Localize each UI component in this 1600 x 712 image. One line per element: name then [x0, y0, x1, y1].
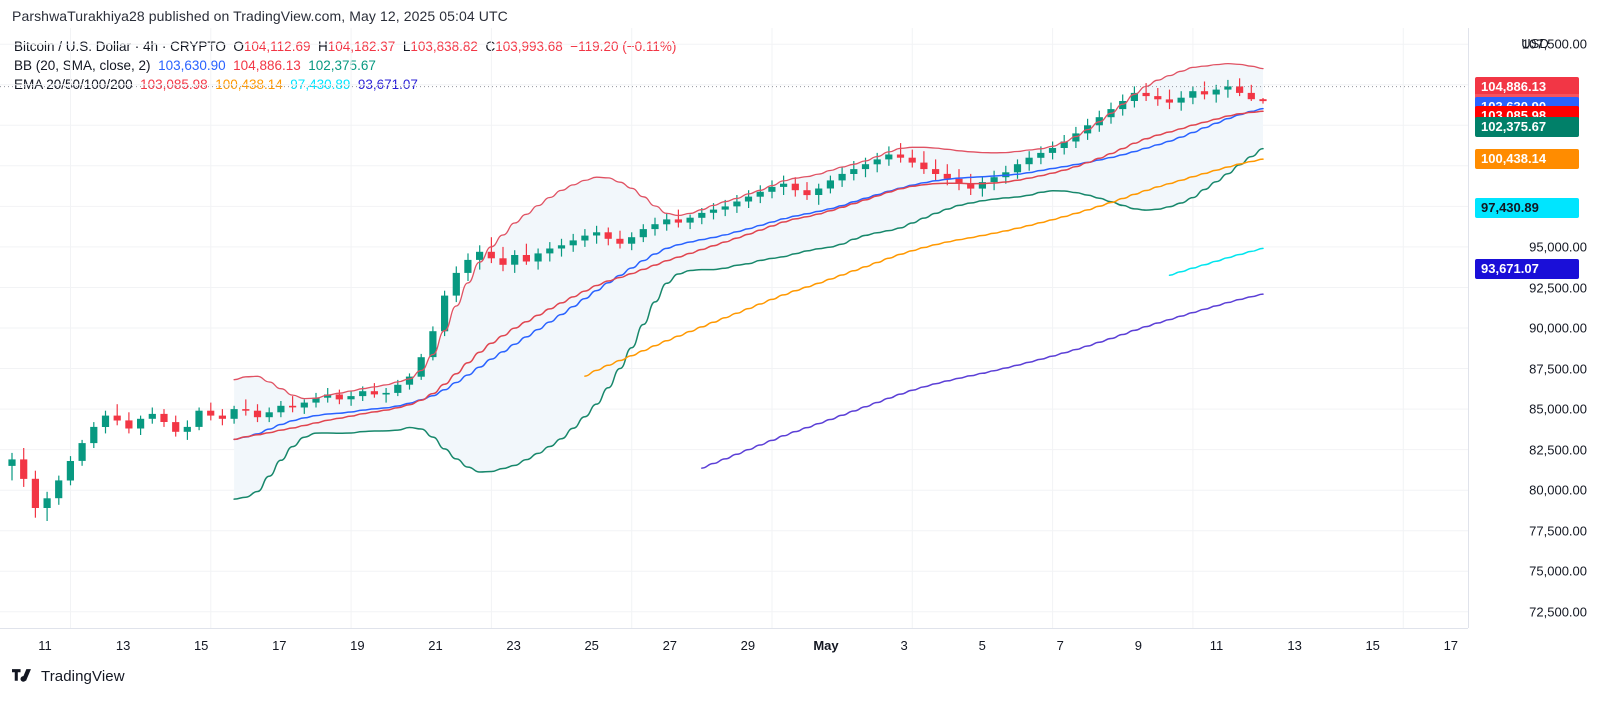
- bollinger-lower-line: [233, 147, 1264, 500]
- ema200-line: [701, 293, 1264, 469]
- time-tick: 19: [350, 638, 365, 653]
- price-tick: 87,500.00: [1529, 361, 1587, 376]
- time-tick: 15: [193, 638, 209, 653]
- ema50-badge[interactable]: 100,438.14: [1475, 148, 1579, 169]
- time-tick: 23: [506, 638, 521, 653]
- legend-close-label: C: [485, 39, 496, 54]
- tradingview-wordmark: TradingView: [41, 668, 125, 685]
- bollinger-band-fill: [234, 63, 1264, 500]
- ema200-badge[interactable]: 93,671.07: [1475, 258, 1579, 279]
- time-tick: 11: [1209, 638, 1224, 653]
- time-tick: May: [813, 638, 839, 653]
- price-tick: 92,500.00: [1529, 280, 1587, 295]
- time-tick: 17: [272, 638, 287, 653]
- bollinger-upper-line: [233, 62, 1264, 400]
- legend-close-value: 103,993.68: [495, 39, 563, 54]
- time-tick: 27: [662, 638, 678, 653]
- price-tick: 75,000.00: [1529, 563, 1587, 579]
- legend-bb-basis: 103,630.90: [158, 58, 226, 73]
- time-tick: 13: [1287, 638, 1302, 653]
- price-tick: 85,000.00: [1529, 401, 1587, 417]
- price-tick: 82,500.00: [1529, 442, 1587, 458]
- chart-gridlines: [0, 28, 1468, 628]
- price-scale[interactable]: USD 107,500.00 95,000.00 92,500.00 90,000.0…: [1468, 28, 1600, 628]
- ema50-line: [584, 158, 1264, 377]
- legend-exchange: CRYPTO: [170, 39, 226, 54]
- time-tick: 3: [900, 638, 908, 653]
- time-tick: 13: [115, 638, 131, 653]
- bb-lower-badge[interactable]: 102,375.67: [1475, 117, 1579, 138]
- legend-open-label: O: [233, 39, 244, 54]
- time-tick: 7: [1056, 638, 1064, 653]
- time-tick: 25: [584, 638, 599, 653]
- legend-sep-2: ·: [158, 39, 171, 54]
- legend-bb-upper: 104,886.13: [233, 58, 301, 73]
- time-tick: 11: [38, 638, 52, 653]
- legend-bb-title: BB (20, SMA, close, 2): [14, 58, 151, 73]
- legend-high-label: H: [317, 39, 328, 54]
- legend-low-label: L: [402, 39, 411, 54]
- price-scale-currency: USD: [1521, 36, 1549, 51]
- publisher-header: ParshwaTurakhiya28 published on TradingV…: [12, 8, 508, 24]
- legend-bb-lower: 102,375.67: [308, 58, 376, 73]
- price-tick: 80,000.00: [1529, 482, 1587, 498]
- legend-sep-1: ·: [131, 39, 144, 54]
- legend-low-value: 103,838.82: [410, 39, 478, 54]
- legend-open-value: 104,112.69: [243, 39, 311, 54]
- tradingview-mark-icon: [12, 669, 31, 682]
- legend-interval: 4h: [143, 39, 159, 54]
- tradingview-logo: TradingView: [12, 668, 125, 685]
- time-tick: 29: [740, 638, 756, 653]
- time-tick: 21: [428, 638, 443, 653]
- legend-row-symbol: Bitcoin / U.S. Dollar · 4h · CRYPTO O104…: [14, 37, 676, 56]
- ema20-line: [233, 110, 1264, 441]
- bb-upper-badge[interactable]: 104,886.13: [1475, 76, 1579, 97]
- price-tick: 72,500.00: [1529, 604, 1587, 620]
- ema100-line: [1168, 247, 1264, 276]
- time-tick: 5: [978, 638, 986, 653]
- candlestick-chart[interactable]: [0, 28, 1468, 628]
- legend-row-bb: BB (20, SMA, close, 2) 103,630.90 104,88…: [14, 56, 676, 75]
- time-scale[interactable]: 11 13 15 17 19 21 23 25 27 29 May 3 5 7 9 11 13 15 17: [0, 628, 1468, 662]
- price-tick: 95,000.00: [1529, 239, 1587, 255]
- legend-high-value: 104,182.37: [327, 39, 396, 54]
- chart-legend: Bitcoin / U.S. Dollar · 4h · CRYPTO O104…: [14, 37, 676, 94]
- time-tick: 17: [1443, 638, 1459, 653]
- time-tick: 15: [1365, 638, 1380, 653]
- legend-symbol: Bitcoin / U.S. Dollar: [14, 39, 132, 54]
- legend-change: −119.20 (−0.11%): [570, 39, 677, 54]
- candle-series: [8, 78, 1267, 521]
- price-tick: 90,000.00: [1529, 320, 1587, 336]
- price-tick: 107,500.00: [1521, 36, 1587, 52]
- price-tick: 77,500.00: [1529, 523, 1587, 539]
- time-tick: 9: [1134, 638, 1143, 653]
- ema100-badge[interactable]: 97,430.89: [1475, 197, 1579, 218]
- chart-plot-area[interactable]: [0, 28, 1468, 628]
